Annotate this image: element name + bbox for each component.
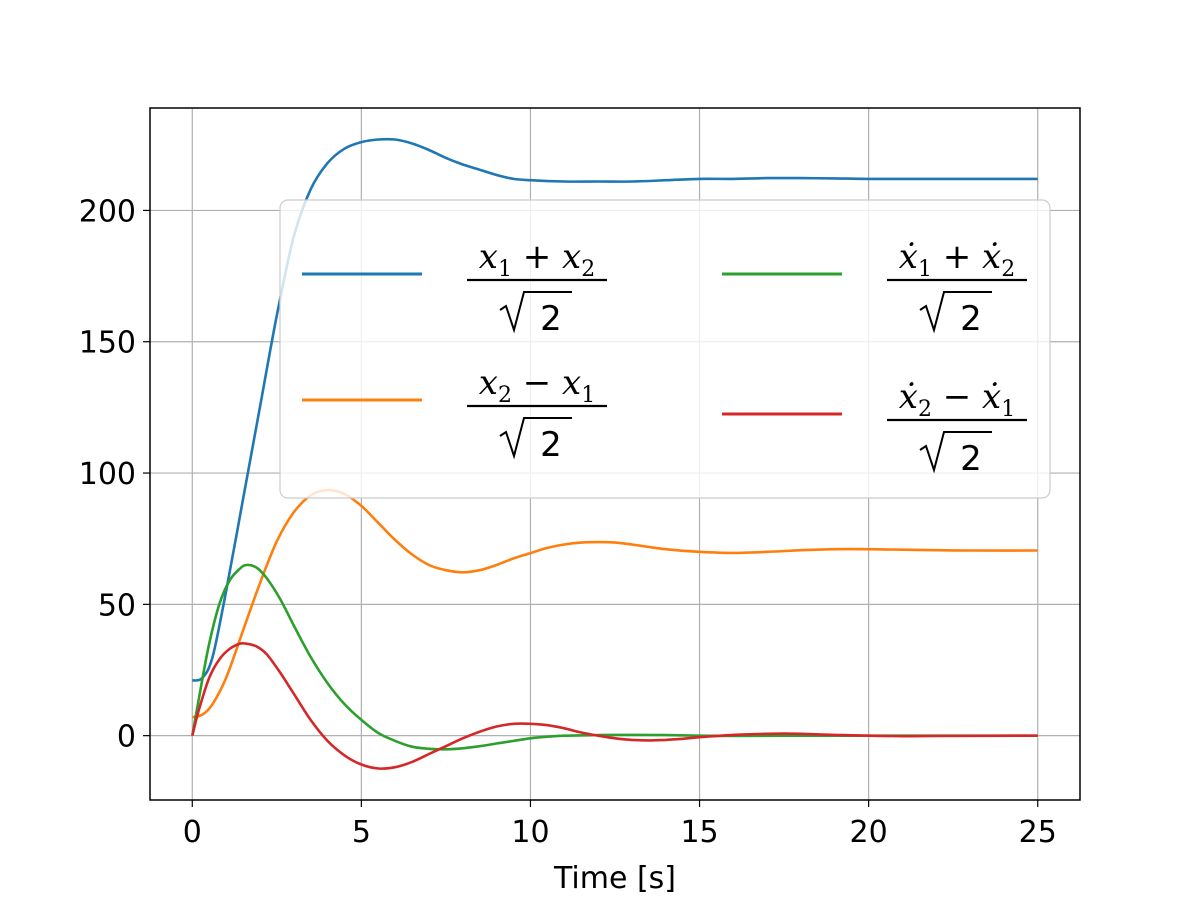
y-tick-label: 150 <box>79 326 136 361</box>
svg-text:2: 2 <box>540 299 562 339</box>
x-tick-label: 5 <box>352 815 371 850</box>
svg-text:ẋ2 − ẋ1: ẋ2 − ẋ1 <box>899 377 1015 422</box>
y-tick-label: 0 <box>117 720 136 755</box>
axis-ticks: 0 5 10 15 20 25 0 50 100 150 200 <box>79 194 1057 850</box>
legend-entry: x2 − x1 2 <box>302 363 607 465</box>
svg-text:x1 + x2: x1 + x2 <box>479 237 595 282</box>
svg-text:2: 2 <box>540 425 562 465</box>
legend-label: x1 + x2 2 <box>467 237 607 339</box>
svg-text:x2 − x1: x2 − x1 <box>479 363 595 408</box>
legend-label: x2 − x1 2 <box>467 363 607 465</box>
x-tick-label: 0 <box>183 815 202 850</box>
legend-label: ẋ1 + ẋ2 2 <box>887 237 1027 339</box>
y-tick-label: 200 <box>79 194 136 229</box>
legend: x1 + x2 2 x2 − x1 2 ẋ1 + ẋ2 2 ẋ2 − ẋ1 2 <box>279 199 1051 499</box>
series-line-diff <box>191 488 1038 719</box>
x-tick-label: 15 <box>680 815 718 850</box>
x-tick-label: 25 <box>1019 815 1057 850</box>
x-tick-label: 20 <box>850 815 888 850</box>
legend-label: ẋ2 − ẋ1 2 <box>887 377 1027 479</box>
legend-entry: x1 + x2 2 <box>302 237 607 339</box>
legend-frame <box>279 199 1051 499</box>
legend-entry: ẋ2 − ẋ1 2 <box>722 377 1027 479</box>
series-line-sum <box>192 137 1038 682</box>
series-line-ddiff <box>191 641 1038 770</box>
svg-text:ẋ1 + ẋ2: ẋ1 + ẋ2 <box>899 237 1015 282</box>
series-lines <box>191 137 1038 770</box>
x-tick-label: 10 <box>511 815 549 850</box>
series-line-dsum <box>191 563 1038 751</box>
svg-text:2: 2 <box>960 439 982 479</box>
plot-frame <box>149 107 1081 801</box>
svg-text:2: 2 <box>960 299 982 339</box>
y-tick-label: 100 <box>79 457 136 492</box>
legend-entry: ẋ1 + ẋ2 2 <box>722 237 1027 339</box>
y-tick-label: 50 <box>98 588 136 623</box>
x-axis-title: Time [s] <box>553 861 676 896</box>
